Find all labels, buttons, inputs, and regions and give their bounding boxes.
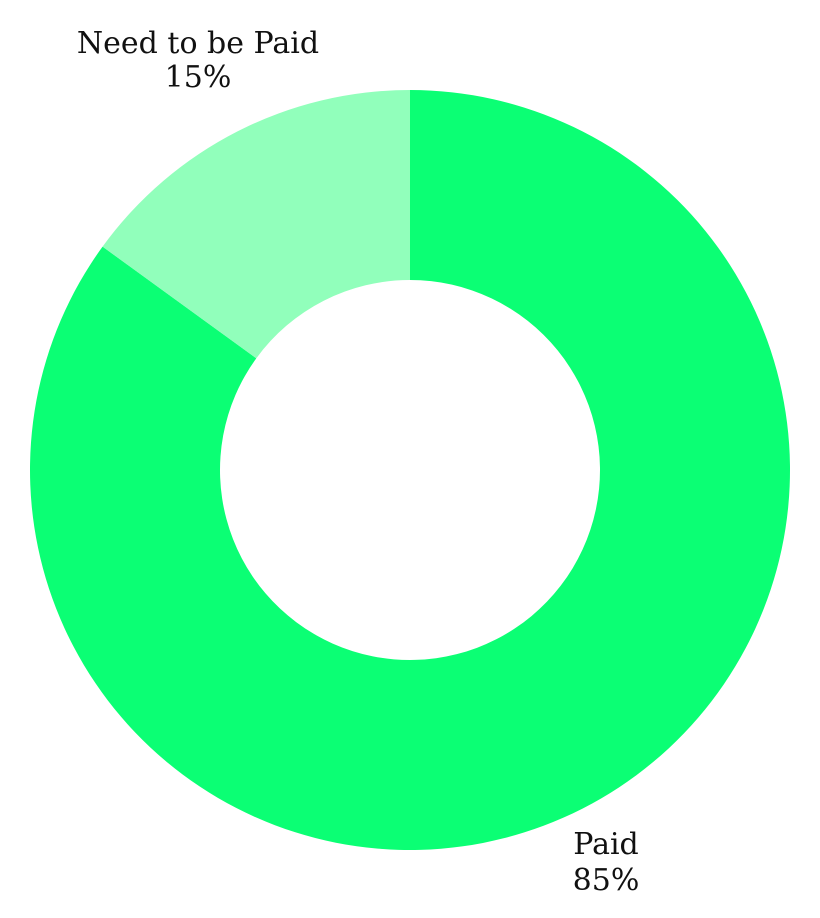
value-paid: 85%	[573, 863, 640, 898]
slices-group	[29, 89, 790, 850]
slice-paid	[29, 90, 790, 850]
value-need-to-be-paid: 15%	[165, 60, 232, 95]
label-paid: Paid	[573, 827, 639, 862]
label-need-to-be-paid: Need to be Paid	[77, 26, 319, 61]
slice-need-to-be-paid	[102, 89, 410, 359]
